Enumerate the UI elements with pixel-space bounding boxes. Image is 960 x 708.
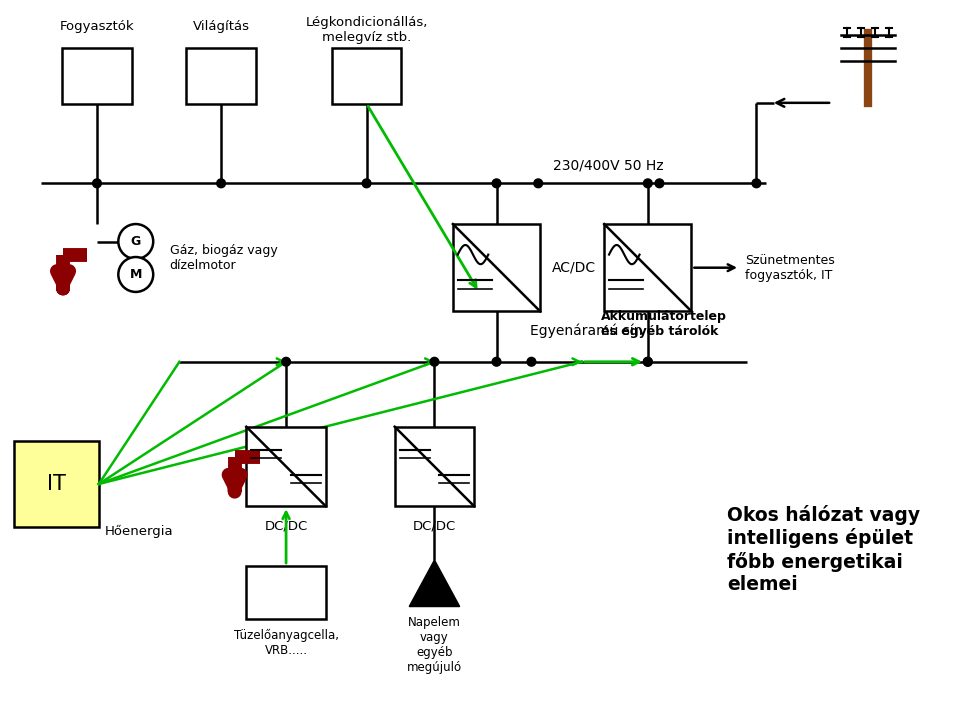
Circle shape (281, 358, 291, 366)
Bar (247, 427, 325, 506)
Bar (247, 566, 325, 620)
Circle shape (118, 257, 154, 292)
Circle shape (534, 179, 542, 188)
Circle shape (527, 358, 536, 366)
Circle shape (492, 358, 501, 366)
Circle shape (362, 179, 371, 188)
Text: AC/DC: AC/DC (552, 261, 596, 275)
Circle shape (752, 179, 760, 188)
Text: Tüzelőanyagcella,
VRB.....: Tüzelőanyagcella, VRB..... (233, 629, 339, 657)
Bar (13, 441, 99, 527)
Text: Okos hálózat vagy
intelligens épület
főbb energetikai
elemei: Okos hálózat vagy intelligens épület főb… (728, 506, 921, 594)
Text: G: G (131, 235, 141, 248)
Circle shape (643, 358, 652, 366)
Text: Napelem
vagy
egyéb
megújuló: Napelem vagy egyéb megújuló (407, 616, 462, 674)
Text: M: M (130, 268, 142, 281)
Text: Gáz, biogáz vagy
dízelmotor: Gáz, biogáz vagy dízelmotor (170, 244, 277, 272)
Text: Fogyasztók: Fogyasztók (60, 21, 134, 33)
Bar (395, 427, 474, 506)
Circle shape (643, 358, 652, 366)
Circle shape (643, 179, 652, 188)
Circle shape (118, 224, 154, 259)
Circle shape (92, 179, 102, 188)
Bar (604, 224, 691, 312)
Polygon shape (409, 560, 460, 607)
Bar (453, 224, 540, 312)
Text: Világítás: Világítás (193, 21, 250, 33)
Circle shape (430, 358, 439, 366)
Bar (186, 47, 256, 104)
Text: Légkondicionállás,
melegvíz stb.: Légkondicionállás, melegvíz stb. (305, 16, 428, 44)
Text: Egyenáramú sín: Egyenáramú sín (531, 323, 643, 338)
Circle shape (217, 179, 226, 188)
Text: Hőenergia: Hőenergia (105, 525, 174, 538)
Bar (62, 47, 132, 104)
Bar (331, 47, 401, 104)
Text: Akkumulátortelep
és egyéb tárolók: Akkumulátortelep és egyéb tárolók (601, 311, 727, 338)
Text: IT: IT (47, 474, 65, 494)
Text: DC/DC: DC/DC (413, 520, 456, 533)
Text: 230/400V 50 Hz: 230/400V 50 Hz (553, 158, 663, 172)
Text: DC/DC: DC/DC (264, 520, 308, 533)
Circle shape (655, 179, 663, 188)
Text: Szünetmentes
fogyasztók, IT: Szünetmentes fogyasztók, IT (745, 253, 834, 282)
Circle shape (492, 179, 501, 188)
